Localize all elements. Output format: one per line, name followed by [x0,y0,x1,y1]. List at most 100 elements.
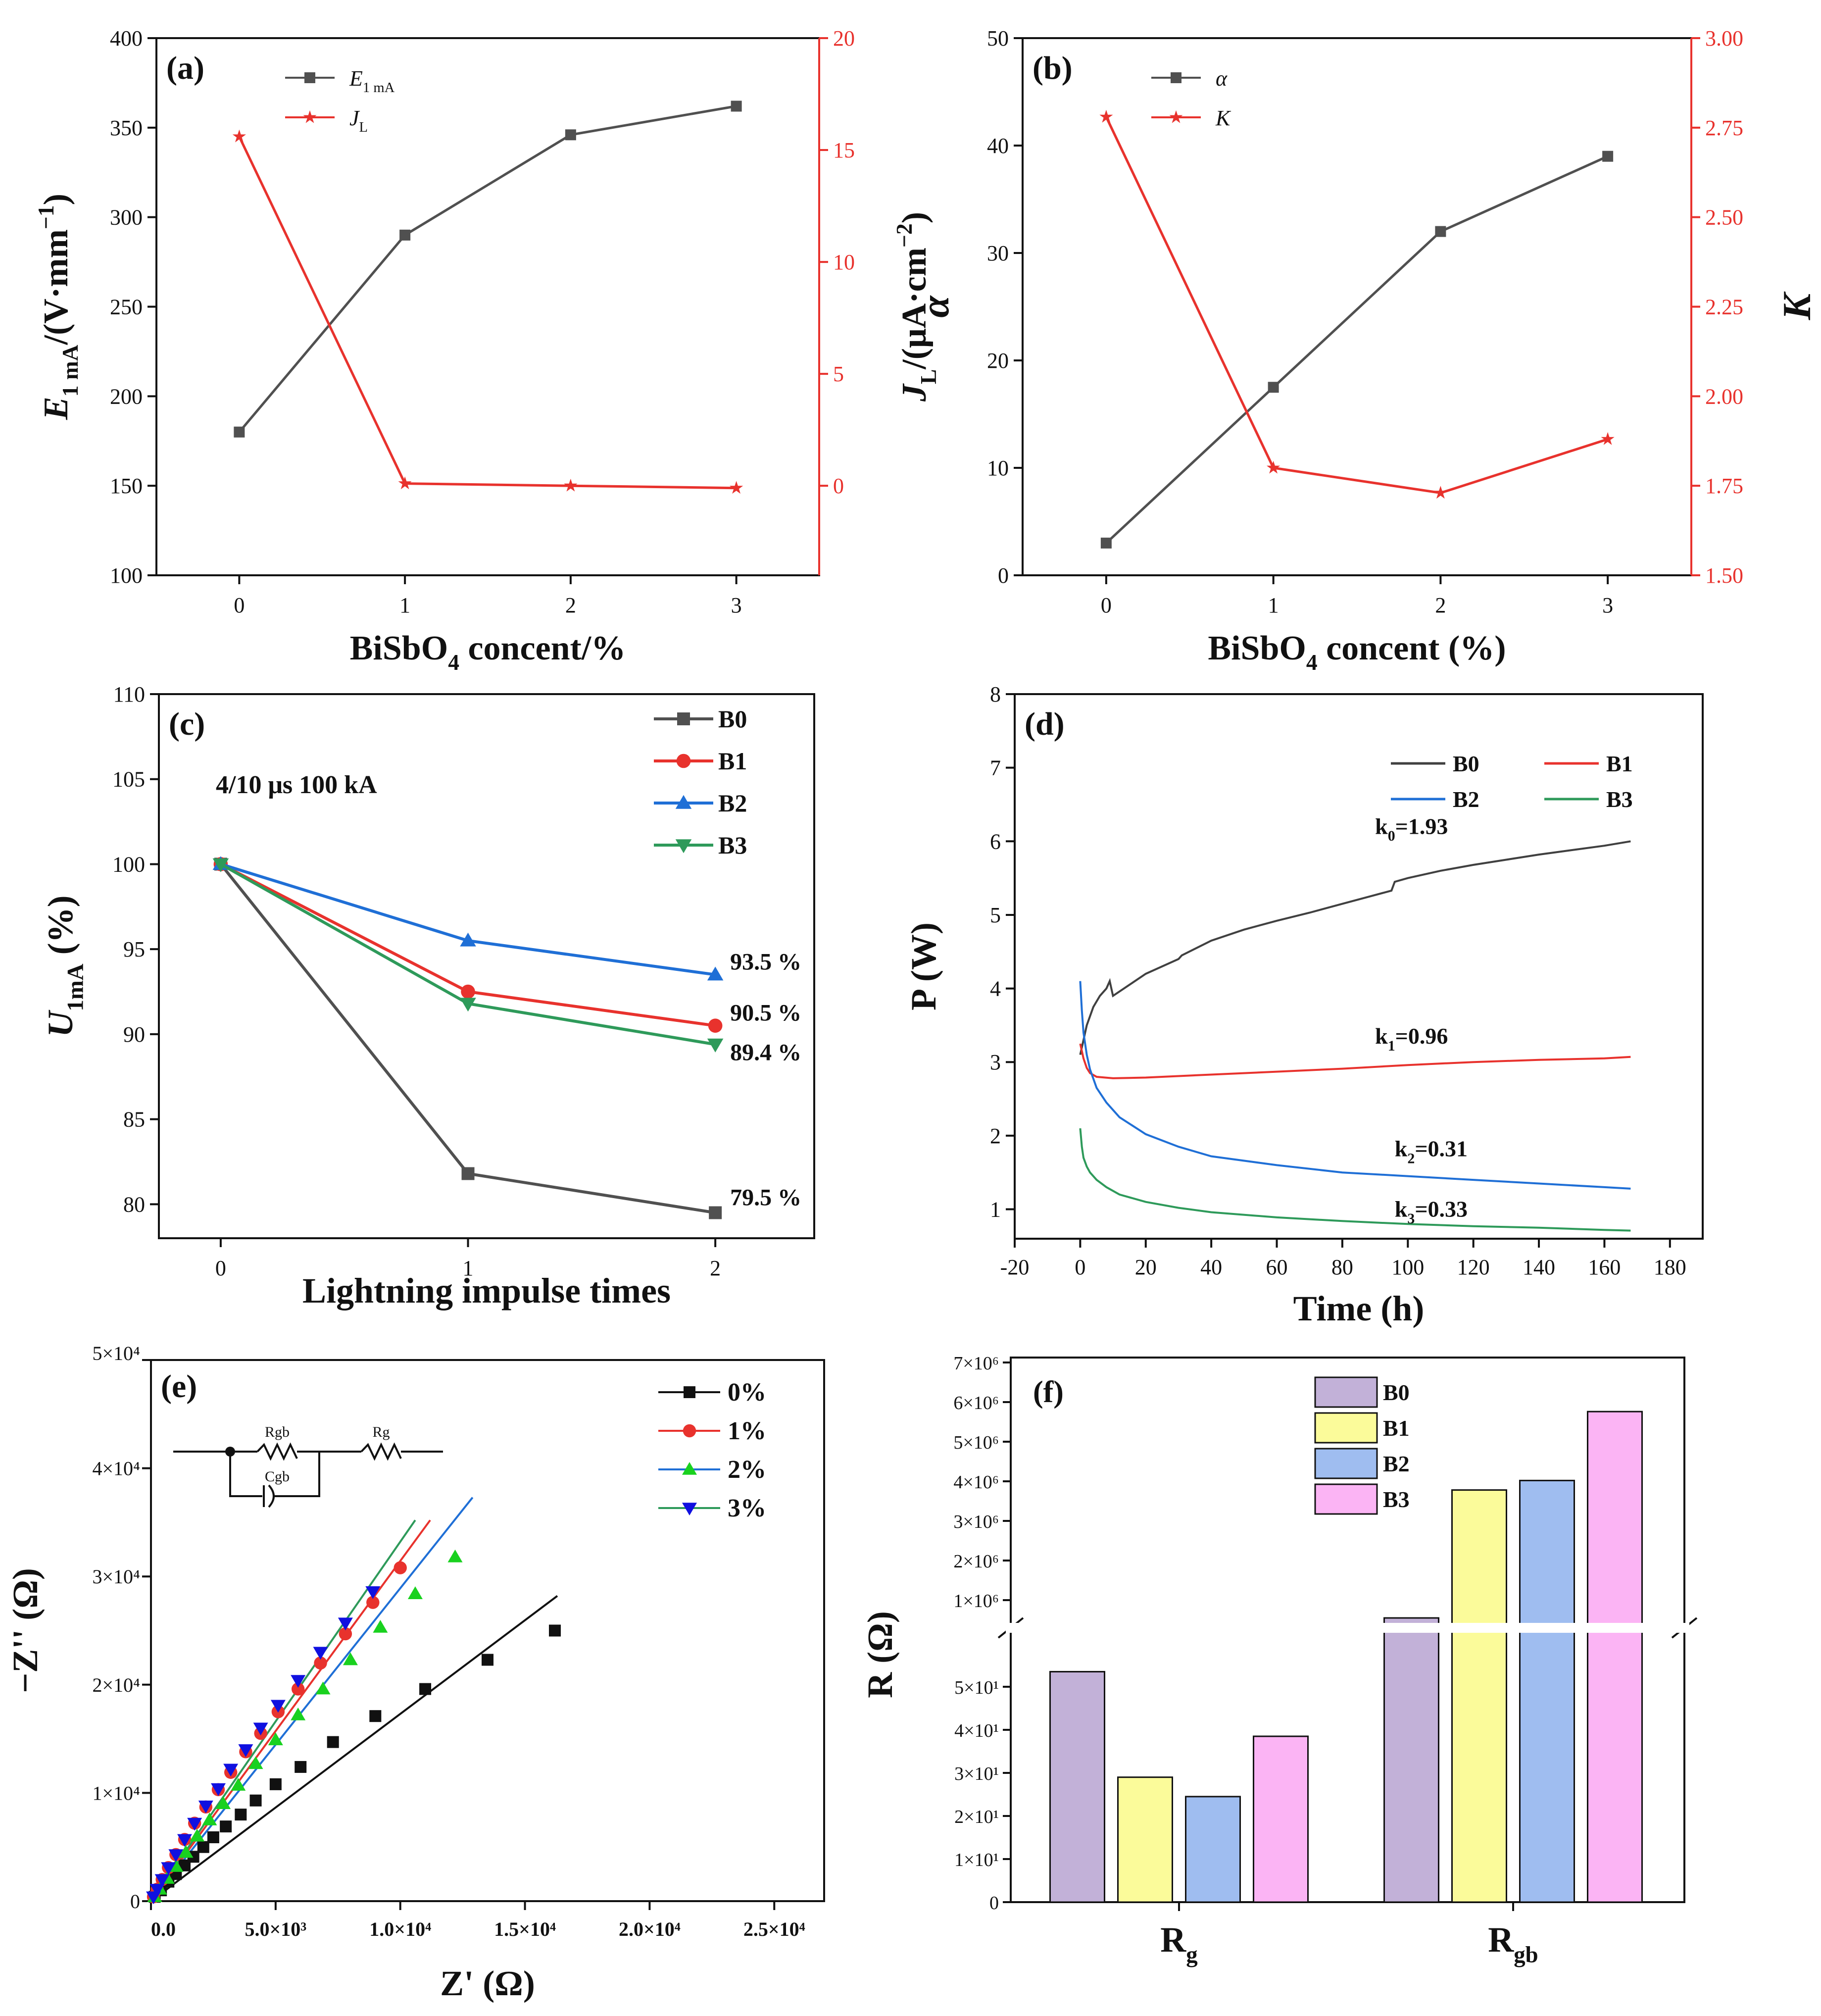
y-tick-label: 5 [990,903,1001,927]
x-axis-title: BiSbO4 concent/% [350,629,626,675]
y-tick-label: 6×10⁶ [953,1393,999,1413]
data-point-E [399,229,411,241]
panel-tag: (f) [1033,1375,1064,1409]
legend-label: B2 [718,789,747,817]
data-point-1% [366,1596,380,1609]
y2-tick-label: 0 [833,474,844,498]
label-part: α [1216,66,1228,91]
end-value-label: 90.5 % [730,1000,801,1026]
label-part: k [1395,1196,1408,1221]
y-tick-label: 6 [990,829,1001,854]
panel-tag: (e) [161,1368,197,1405]
data-point-α [1268,382,1279,393]
label-part: R (Ω) [860,1611,900,1698]
y2-tick-label: 2.75 [1705,116,1743,140]
series-line-α [1105,155,1609,544]
label-part: 1 mA [363,80,395,96]
panel-b: 0 1 2 3010203040501.501.752.002.252.502.753… [914,26,1819,675]
y-tick-label: 4 [990,977,1001,1001]
data-point-1% [339,1627,352,1641]
legend-swatch [1314,1376,1378,1408]
y-tick-label: 400 [110,26,143,50]
y-tick-label: 7 [990,756,1001,780]
data-point-3% [211,1783,226,1796]
y-axis-title: P (W) [904,922,943,1010]
data-point-2% [268,1732,283,1746]
bar-B0 [1049,1671,1105,1903]
x-tick-label: 20 [1135,1255,1157,1279]
legend-label: B3 [1383,1487,1410,1512]
x-tick-label: 2 [565,593,576,617]
data-point-0% [197,1841,209,1853]
resistor-rg-symbol [360,1442,402,1461]
y-tick-label: 300 [110,205,143,230]
legend-marker [303,110,317,123]
data-point-2% [248,1756,263,1769]
label-part: K [1215,106,1231,130]
label-part: 1 mA [57,345,83,397]
data-point-3% [338,1617,353,1631]
fit-line [150,1519,431,1902]
plot-frame [155,37,820,576]
x-axis-title: BiSbO4 concent (%) [1208,629,1506,675]
data-point-2% [343,1652,358,1665]
y-tick-label: 250 [110,295,143,319]
y-tick-label: 3×10⁶ [953,1512,999,1532]
label-part: E [349,66,363,91]
data-point-0% [207,1831,219,1844]
legend-swatch [1314,1483,1378,1515]
data-point-3% [238,1744,253,1757]
label-part: E [37,397,75,420]
y-tick-label: 85 [123,1108,145,1132]
legend-label: B1 [718,747,747,775]
y-tick-label: 4×10¹ [954,1720,999,1741]
legend-label: JL [349,106,368,135]
y2-tick-label: 20 [833,26,855,50]
label-part: K [1775,291,1819,320]
x-axis-title: Time (h) [1293,1289,1425,1328]
bar-B1 [1117,1776,1173,1903]
label-part: 1mA [63,963,89,1011]
data-point-3% [365,1586,381,1599]
label-part: BiSbO [350,629,448,667]
y-tick-label: 3×10⁴ [92,1565,140,1588]
plot-frame [1022,37,1692,576]
data-point-B3 [707,1038,724,1053]
label-part: gb [1514,1942,1538,1968]
data-point-2% [202,1813,217,1825]
data-point-3% [154,1874,170,1887]
x-tick-label: 1 [399,593,410,617]
y2-tick-label: 10 [833,250,855,274]
legend-marker [675,795,692,809]
legend-label: E1 mA [349,66,395,96]
y-tick-label: 2×10⁶ [953,1551,999,1572]
end-value-label: 93.5 % [730,949,801,975]
y-tick-label: 80 [123,1192,145,1216]
rate-label: k2=0.31 [1395,1136,1468,1167]
series-line-K [1105,116,1608,495]
data-point-K [1433,486,1447,499]
y-axis-title: α [914,295,957,318]
y-tick-label: 1×10⁴ [92,1782,140,1804]
series-curve-B3 [1079,1128,1631,1232]
label-part: α [914,295,957,318]
legend-label: B1 [1606,751,1633,776]
end-value-label: 79.5 % [730,1184,801,1210]
data-point-α [1100,537,1112,549]
x-tick-label: 2 [1435,593,1446,617]
circuit-label-rg: Rg [372,1424,390,1440]
legend-marker [684,1386,695,1398]
data-point-J [730,481,743,494]
x-tick-label: -20 [1000,1255,1030,1279]
data-point-K [1267,460,1280,474]
panel-tag: (d) [1025,706,1065,742]
legend-marker [1169,110,1183,123]
test-condition-annotation: 4/10 μs 100 kA [216,771,377,799]
y-tick-label: 50 [987,26,1009,50]
x-tick-label: 0.0 [151,1918,176,1940]
panel-tag: (b) [1033,50,1073,86]
fit-line [150,1595,558,1902]
legend-label: B0 [1453,751,1479,776]
data-point-K [1099,109,1113,123]
